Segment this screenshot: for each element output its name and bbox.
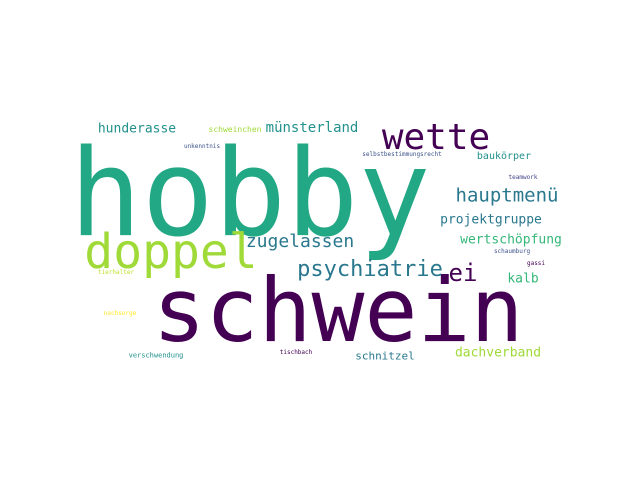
word-unkenntnis: unkenntnis: [183, 143, 221, 150]
word-schaumburg: schaumburg: [493, 248, 531, 255]
word-tischbach: tischbach: [279, 349, 313, 356]
word-dachverband: dachverband: [454, 345, 542, 361]
word-ei: ei: [448, 259, 478, 287]
word-hunderasse: hunderasse: [97, 121, 177, 137]
word-verschwendung: verschwendung: [128, 351, 184, 360]
word-doppel: doppel: [84, 224, 258, 280]
word-kalb: kalb: [507, 271, 539, 287]
word-teamwork: teamwork: [508, 174, 538, 181]
word-psychiatrie: psychiatrie: [297, 257, 443, 282]
word-baukoerper: baukörper: [476, 151, 532, 162]
word-projektgruppe: projektgruppe: [440, 212, 542, 228]
word-wette: wette: [381, 117, 491, 158]
word-hauptmenue: hauptmenü: [455, 184, 559, 207]
word-selbstbestimmungsrecht: selbstbestimmungsrecht: [362, 151, 442, 158]
word-schwein: schwein: [152, 259, 524, 362]
word-tierhalter: tierhalter: [97, 269, 135, 276]
word-gassi: gassi: [526, 260, 546, 267]
word-hobby: hobby: [69, 125, 431, 264]
word-wertschoepfung: wertschöpfung: [460, 232, 562, 248]
word-muensterland: münsterland: [265, 120, 359, 136]
word-schnitzel: schnitzel: [355, 349, 415, 363]
word-nachsorge: nachsorge: [103, 310, 137, 317]
word-schweinchen: schweinchen: [208, 125, 262, 134]
word-zugelassen: zugelassen: [245, 231, 355, 252]
